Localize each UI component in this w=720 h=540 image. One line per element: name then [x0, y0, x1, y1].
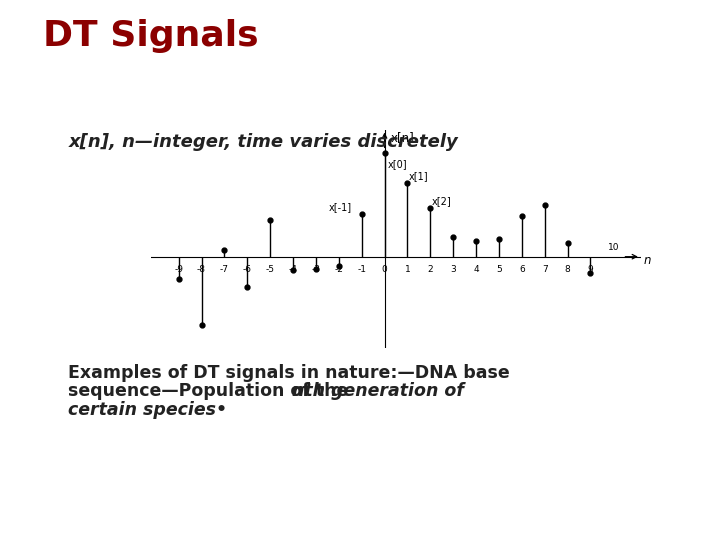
- Text: -9: -9: [174, 265, 183, 274]
- Text: x[-1]: x[-1]: [328, 202, 351, 212]
- Text: sequence—Population of the: sequence—Population of the: [68, 382, 355, 401]
- Text: -7: -7: [220, 265, 229, 274]
- Text: certain species•: certain species•: [68, 401, 228, 420]
- Text: DT Signals: DT Signals: [43, 19, 258, 53]
- Text: -1: -1: [357, 265, 366, 274]
- Text: -6: -6: [243, 265, 252, 274]
- Text: x[0]: x[0]: [387, 159, 407, 169]
- Text: 4: 4: [473, 265, 479, 274]
- Text: x[1]: x[1]: [408, 171, 428, 181]
- Text: x[n]: x[n]: [390, 131, 414, 144]
- Text: Examples of DT signals in nature:—DNA base: Examples of DT signals in nature:—DNA ba…: [68, 363, 510, 382]
- Text: -5: -5: [266, 265, 274, 274]
- Text: 3: 3: [450, 265, 456, 274]
- Text: -2: -2: [334, 265, 343, 274]
- Text: 1: 1: [405, 265, 410, 274]
- Text: -4: -4: [289, 265, 297, 274]
- Text: x[n], n—integer, time varies discretely: x[n], n—integer, time varies discretely: [68, 133, 458, 151]
- Text: 10: 10: [608, 243, 619, 252]
- Text: 8: 8: [564, 265, 570, 274]
- Text: n: n: [643, 254, 651, 267]
- Text: nth generation of: nth generation of: [292, 382, 464, 401]
- Text: 2: 2: [428, 265, 433, 274]
- Text: x[2]: x[2]: [432, 197, 452, 206]
- Text: -3: -3: [312, 265, 320, 274]
- Text: -8: -8: [197, 265, 206, 274]
- Text: 9: 9: [588, 265, 593, 274]
- Text: 0: 0: [382, 265, 387, 274]
- Text: 7: 7: [542, 265, 548, 274]
- Text: 5: 5: [496, 265, 502, 274]
- Text: 6: 6: [519, 265, 525, 274]
